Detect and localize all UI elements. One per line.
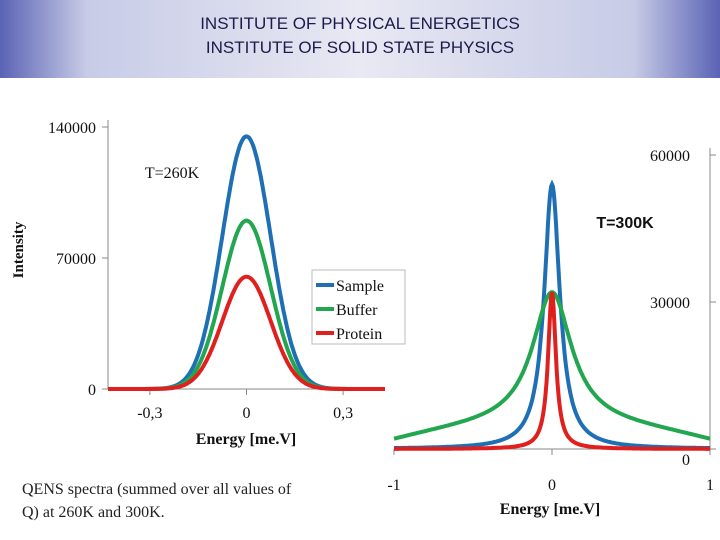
chart2-series-protein <box>394 291 710 451</box>
legend-label-buffer: Buffer <box>336 302 378 319</box>
chart2-y-tick-label: 60000 <box>650 148 690 165</box>
chart2-title: T=300K <box>596 215 654 232</box>
header-line-1: INSTITUTE OF PHYSICAL ENERGETICS <box>200 14 520 33</box>
chart2-x-tick-label: -1 <box>387 477 400 494</box>
chart2-y-tick-label: 0 <box>682 452 690 469</box>
legend-label-sample: Sample <box>336 278 384 295</box>
chart1-x-tick-label: -0,3 <box>137 405 162 422</box>
chart1-series-protein <box>108 274 385 391</box>
legend-label-protein: Protein <box>336 326 382 343</box>
header-banner: INSTITUTE OF PHYSICAL ENERGETICS INSTITU… <box>0 0 720 78</box>
chart1-x-tick-label: 0,3 <box>333 405 353 422</box>
chart1-y-tick-label: 70000 <box>56 251 96 268</box>
chart2-x-tick-label: 1 <box>706 477 714 494</box>
chart1-x-axis-label: Energy [me.V] <box>196 431 296 448</box>
chart1-y-axis-label: Intensity <box>11 221 27 278</box>
caption: QENS spectra (summed over all values of … <box>22 481 292 521</box>
chart2-y-tick-label: 30000 <box>650 295 690 312</box>
chart1-x-tick-label: 0 <box>243 405 251 422</box>
chart2-x-axis-label: Energy [me.V] <box>500 501 600 518</box>
chart2-x-tick-label: 0 <box>548 477 556 494</box>
chart1-title: T=260K <box>145 165 200 182</box>
chart2-series-sample <box>393 179 711 451</box>
chart1-y-tick-label: 0 <box>88 382 96 399</box>
chart1-y-tick-label: 140000 <box>48 120 96 137</box>
header-line-2: INSTITUTE OF SOLID STATE PHYSICS <box>205 38 515 57</box>
